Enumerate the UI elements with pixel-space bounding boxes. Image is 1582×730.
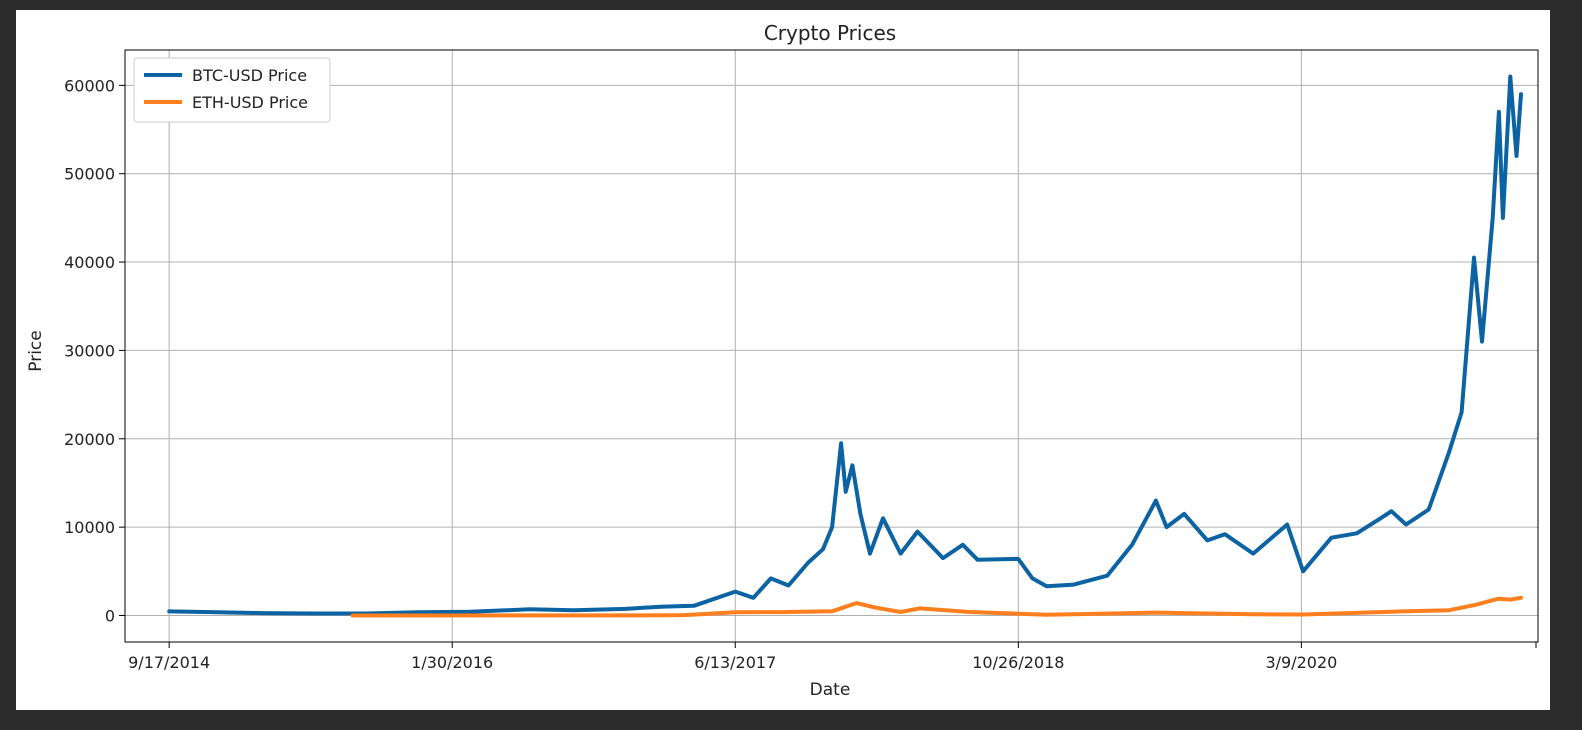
y-tick-label: 10000 <box>64 518 115 537</box>
series-line-btc <box>167 74 1523 616</box>
x-tick-label: 3/9/2020 <box>1265 653 1337 672</box>
chart-figure: 9/17/2014 1/30/2016 6/13/2017 10/26/2018 3/9… <box>16 10 1550 710</box>
x-tick-label: 1/30/2016 <box>411 653 493 672</box>
legend-label-eth: ETH-USD Price <box>192 93 308 112</box>
series-line-eth <box>350 595 1523 618</box>
chart-title: Crypto Prices <box>764 21 896 45</box>
tick-layer: 9/17/2014 1/30/2016 6/13/2017 10/26/2018 3/9… <box>64 76 1537 672</box>
plot-frame <box>124 49 1539 643</box>
x-tick-label: 10/26/2018 <box>972 653 1064 672</box>
legend-label-btc: BTC-USD Price <box>192 66 307 85</box>
y-axis-label: Price <box>26 330 46 371</box>
y-tick-label: 30000 <box>64 341 115 360</box>
legend: BTC-USD Price ETH-USD Price <box>133 57 331 123</box>
grid-layer <box>125 50 1538 642</box>
y-tick-label: 20000 <box>64 430 115 449</box>
y-tick-label: 50000 <box>64 165 115 184</box>
y-tick-label: 0 <box>105 606 115 625</box>
x-tick-label: 9/17/2014 <box>128 653 210 672</box>
x-axis-label: Date <box>810 680 851 700</box>
chart-svg: 9/17/2014 1/30/2016 6/13/2017 10/26/2018 3/9… <box>26 21 1539 700</box>
x-tick-label: 6/13/2017 <box>694 653 776 672</box>
y-tick-label: 40000 <box>64 253 115 272</box>
y-tick-label: 60000 <box>64 76 115 95</box>
series-layer <box>167 74 1523 618</box>
legend-box <box>133 57 331 123</box>
